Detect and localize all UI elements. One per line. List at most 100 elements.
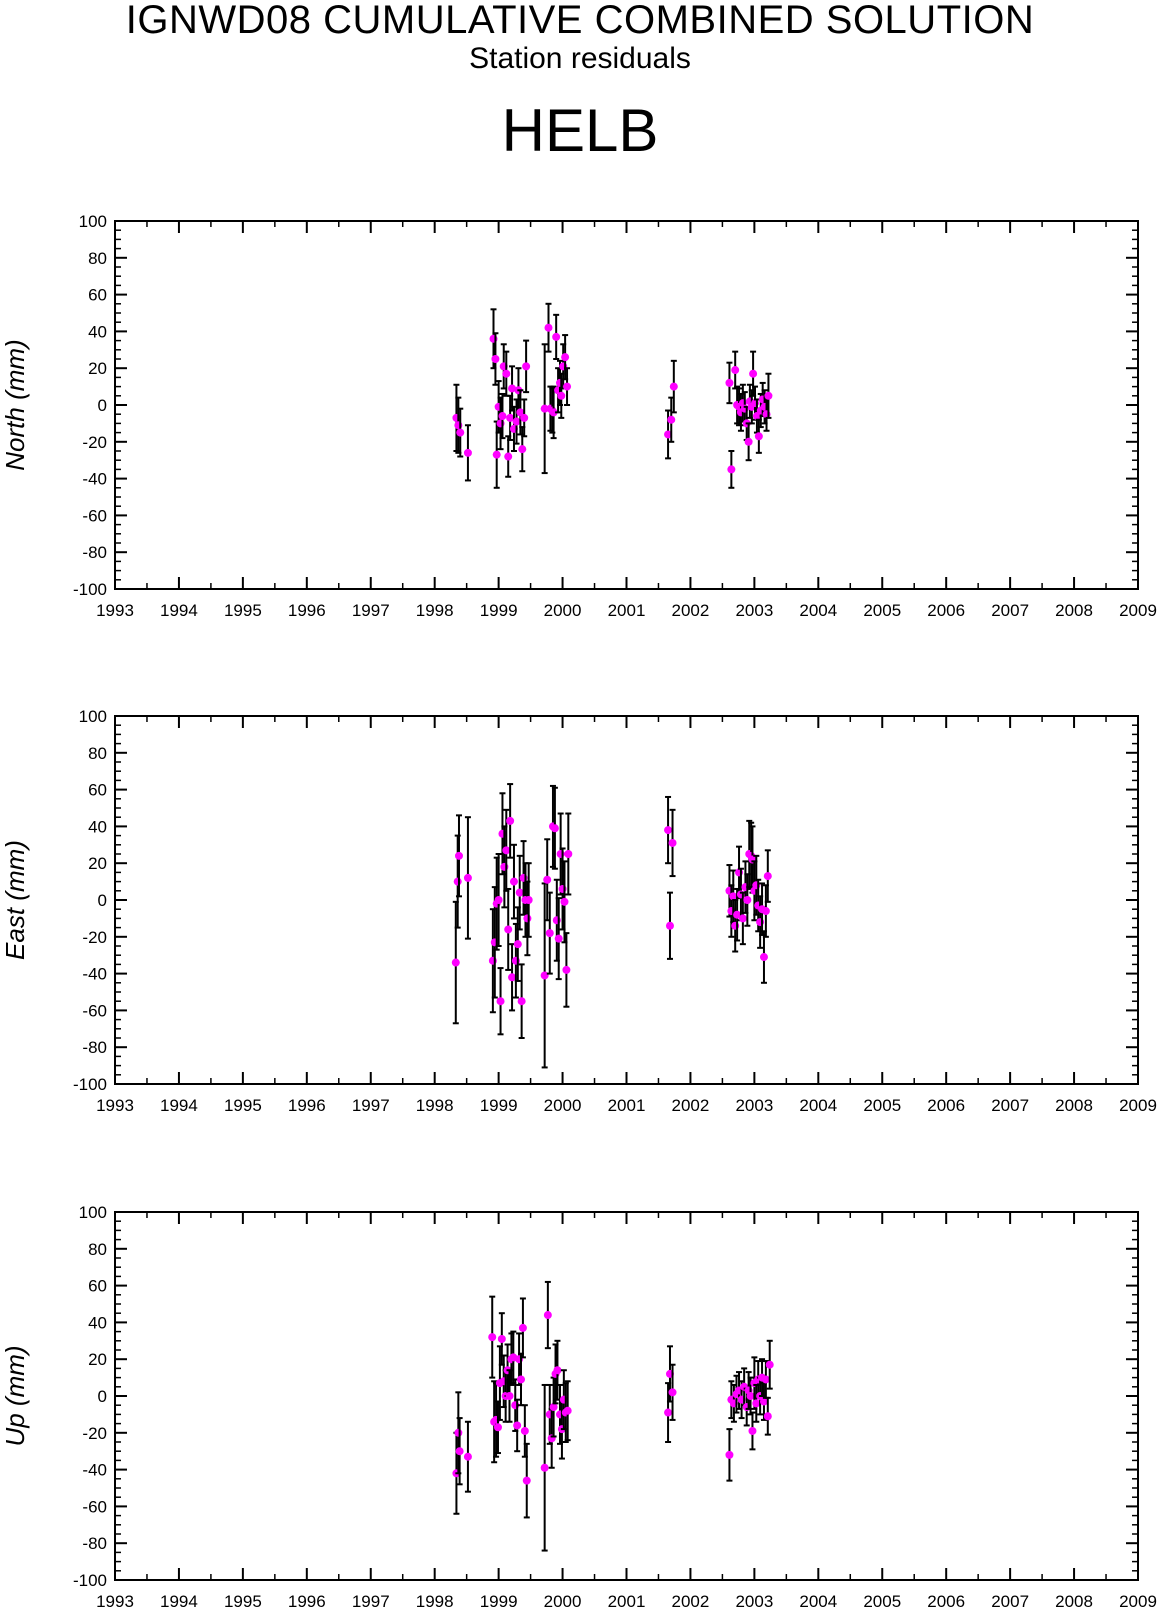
y-tick-label: -40 [82, 965, 107, 984]
data-point [545, 929, 554, 938]
data-point [727, 465, 736, 474]
x-tick-label: 2009 [1119, 1096, 1157, 1115]
y-tick-label: 0 [98, 891, 107, 910]
x-tick-label: 2009 [1119, 1592, 1157, 1611]
x-tick-label: 1996 [288, 601, 326, 620]
data-point [746, 1392, 755, 1400]
data-point [749, 369, 758, 378]
x-tick-label: 1997 [352, 1096, 390, 1115]
y-tick-label: -20 [82, 928, 107, 947]
x-tick-label: 2007 [991, 1096, 1029, 1115]
data-point [550, 824, 559, 833]
y-tick-label: 40 [88, 1313, 107, 1332]
y-tick-label: 20 [88, 359, 107, 378]
data-point [667, 415, 676, 424]
data-point [561, 353, 570, 362]
data-point [664, 430, 673, 439]
data-point [522, 1476, 531, 1485]
data-point [761, 1375, 770, 1384]
panel-up: 1993 1994 1995 1996 1997 1998 1999 2000 2001 2002… [0, 1203, 1157, 1611]
y-tick-label: 100 [79, 1203, 107, 1222]
data-point [733, 910, 742, 919]
data-point [761, 907, 770, 916]
data-point [540, 404, 549, 413]
data-point [522, 362, 531, 371]
y-tick-label: -40 [82, 470, 107, 489]
x-tick-label: 1996 [288, 1592, 326, 1611]
chart-subtitle: Station residuals [469, 42, 691, 75]
data-point [455, 1447, 464, 1456]
station-name: HELB [501, 97, 659, 164]
data-point [513, 1421, 522, 1430]
x-tick-label: 2006 [927, 1592, 965, 1611]
chart-main-title: IGNWD08 CUMULATIVE COMBINED SOLUTION [125, 0, 1035, 42]
data-point [540, 971, 549, 980]
y-tick-label: 20 [88, 854, 107, 873]
y-tick-label: -60 [82, 1001, 107, 1020]
x-tick-label: 1997 [352, 601, 390, 620]
x-tick-label: 2003 [735, 601, 773, 620]
data-point [552, 332, 561, 341]
y-tick-label: -80 [82, 543, 107, 562]
data-point [502, 846, 511, 855]
data-point [504, 452, 513, 461]
x-tick-label: 2001 [608, 601, 646, 620]
x-tick-label: 2005 [863, 1592, 901, 1611]
data-point [665, 921, 674, 930]
x-tick-label: 2005 [863, 601, 901, 620]
data-point [509, 877, 518, 886]
x-tick-label: 2000 [544, 1096, 582, 1115]
data-point [725, 1450, 734, 1459]
y-tick-label: 80 [88, 1240, 107, 1259]
data-point [553, 1366, 562, 1375]
x-tick-label: 1996 [288, 1096, 326, 1115]
data-point [748, 1426, 757, 1435]
data-point [754, 432, 763, 441]
x-tick-label: 2009 [1119, 601, 1157, 620]
data-point [517, 1375, 526, 1384]
x-tick-label: 2000 [544, 601, 582, 620]
y-tick-label: 20 [88, 1350, 107, 1369]
data-point [492, 450, 501, 459]
x-tick-label: 1997 [352, 1592, 390, 1611]
data-point [563, 382, 572, 391]
x-tick-label: 2008 [1055, 601, 1093, 620]
data-point [515, 888, 524, 897]
x-tick-label: 2005 [863, 1096, 901, 1115]
data-point [668, 1388, 677, 1397]
x-tick-label: 1995 [224, 601, 262, 620]
data-point [725, 378, 734, 387]
plot-frame [114, 1211, 1139, 1581]
x-tick-label: 1999 [480, 1592, 518, 1611]
x-tick-label: 2001 [608, 1096, 646, 1115]
data-point [560, 897, 569, 906]
data-point [765, 1360, 774, 1369]
data-point [520, 413, 529, 422]
y-tick-label: 0 [98, 1387, 107, 1406]
data-point [524, 896, 533, 904]
data-point [540, 1463, 549, 1472]
y-tick-label: -40 [82, 1461, 107, 1480]
x-tick-label: 2003 [735, 1592, 773, 1611]
data-point [549, 408, 558, 417]
data-point [563, 1406, 572, 1415]
data-point [463, 1452, 472, 1461]
x-tick-label: 1998 [416, 1592, 454, 1611]
x-tick-label: 1995 [224, 1096, 262, 1115]
x-tick-label: 1994 [160, 1592, 198, 1611]
data-point [543, 875, 552, 884]
y-tick-label: 100 [79, 212, 107, 231]
data-point [505, 1392, 514, 1400]
x-tick-label: 2002 [672, 601, 710, 620]
data-point [738, 914, 747, 923]
y-tick-label: 0 [98, 396, 107, 415]
data-point [498, 412, 507, 421]
data-point [759, 1397, 768, 1406]
data-point [744, 437, 753, 446]
data-point [502, 369, 511, 378]
data-point [497, 1334, 506, 1343]
data-point [453, 877, 462, 886]
data-point [494, 896, 503, 904]
x-tick-label: 2006 [927, 1096, 965, 1115]
data-point [554, 934, 563, 943]
